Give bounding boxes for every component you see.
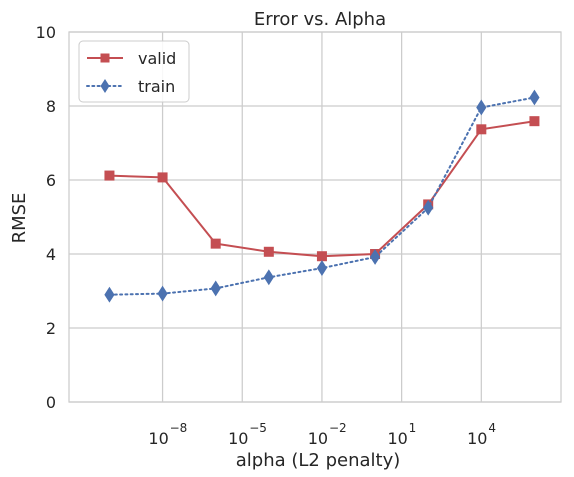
x-tick-base: 10 [308, 429, 328, 448]
data-point-train-7 [476, 99, 487, 116]
data-point-train-2 [210, 280, 221, 297]
x-tick-exponent: 1 [409, 421, 417, 435]
data-point-valid-1 [157, 172, 168, 183]
x-tick-exponent: −2 [329, 421, 347, 435]
y-tick-label-2: 4 [46, 245, 56, 264]
y-tick-label-3: 6 [46, 171, 56, 190]
legend: valid train [78, 40, 190, 103]
data-point-train-1 [157, 285, 168, 302]
x-tick-base: 10 [228, 429, 248, 448]
x-tick-base: 10 [467, 429, 487, 448]
y-tick-label-0: 0 [46, 393, 56, 412]
data-point-train-8 [529, 89, 540, 106]
x-tick-base: 10 [387, 429, 407, 448]
data-point-valid-8 [529, 116, 540, 127]
x-tick-label-0: 10−8 [148, 421, 187, 448]
x-tick-label-1: 10−5 [228, 421, 267, 448]
data-point-train-6 [423, 199, 434, 216]
y-axis-label: RMSE [9, 193, 30, 244]
series-layer [104, 89, 540, 303]
series-train [104, 89, 540, 303]
legend-item-train: train [86, 77, 175, 96]
y-tick-labels: 0 2 4 6 8 10 [36, 23, 56, 412]
data-point-valid-2 [210, 238, 221, 249]
legend-label-train: train [138, 77, 175, 96]
chart-title: Error vs. Alpha [254, 9, 386, 30]
data-point-train-3 [263, 269, 274, 286]
data-point-valid-0 [104, 170, 115, 181]
data-point-train-0 [104, 286, 115, 303]
x-tick-label-3: 101 [387, 421, 416, 448]
legend-marker-train [100, 79, 110, 93]
legend-marker-valid [100, 53, 110, 63]
legend-item-valid: valid [87, 49, 176, 68]
data-point-train-5 [369, 249, 381, 265]
x-tick-exponent: −5 [249, 421, 267, 435]
data-point-train-4 [316, 260, 328, 276]
x-tick-exponent: −8 [170, 421, 188, 435]
data-point-valid-3 [263, 246, 274, 257]
x-tick-label-4: 104 [467, 421, 496, 448]
x-tick-label-2: 10−2 [308, 421, 347, 448]
y-tick-label-1: 2 [46, 319, 56, 338]
x-tick-exponent: 4 [488, 421, 496, 435]
data-point-valid-7 [476, 124, 487, 135]
y-tick-label-5: 10 [36, 23, 56, 42]
legend-label-valid: valid [138, 49, 176, 68]
y-tick-label-4: 8 [46, 97, 56, 116]
x-axis-label: alpha (L2 penalty) [236, 450, 401, 471]
plot-frame [68, 31, 562, 403]
x-tick-base: 10 [148, 429, 168, 448]
data-point-valid-4 [316, 251, 327, 262]
